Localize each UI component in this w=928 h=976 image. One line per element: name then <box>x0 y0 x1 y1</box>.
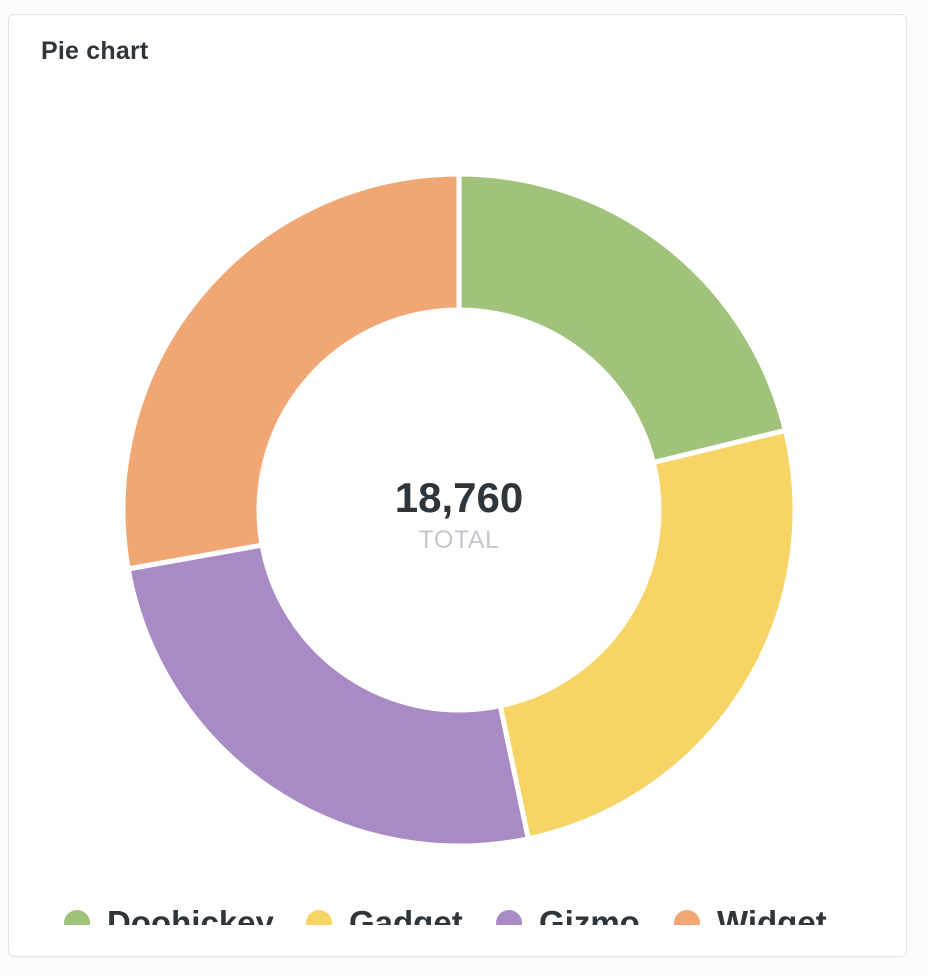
pie-slice-widget[interactable] <box>120 171 462 572</box>
legend-item-gadget[interactable]: Gadget <box>306 901 463 925</box>
total-value: 18,760 <box>395 474 523 521</box>
pie-slice-doohickey[interactable] <box>456 171 789 466</box>
legend-label: Gadget <box>349 904 463 925</box>
pie-slices <box>120 171 798 849</box>
card-title[interactable]: Pie chart <box>41 37 149 65</box>
legend-dot-icon <box>496 910 522 925</box>
pie-slice-gizmo[interactable] <box>125 542 532 849</box>
legend-label: Widget <box>717 904 827 925</box>
legend-dot-icon <box>674 910 700 925</box>
pie-slice-gadget[interactable] <box>497 427 798 842</box>
legend-item-doohickey[interactable]: Doohickey <box>64 901 274 925</box>
legend-item-widget[interactable]: Widget <box>674 901 827 925</box>
pie-chart-card: Pie chart 18,760 TOTAL Doohickey Gadget … <box>8 14 907 957</box>
legend-item-gizmo[interactable]: Gizmo <box>496 901 640 925</box>
total-label: TOTAL <box>419 526 500 554</box>
legend-label: Gizmo <box>539 904 640 925</box>
legend-dot-icon <box>306 910 332 925</box>
donut-chart: 18,760 TOTAL <box>120 171 798 849</box>
legend-label: Doohickey <box>107 904 274 925</box>
legend-dot-icon <box>64 910 90 925</box>
legend: Doohickey Gadget Gizmo Widget <box>9 901 906 925</box>
